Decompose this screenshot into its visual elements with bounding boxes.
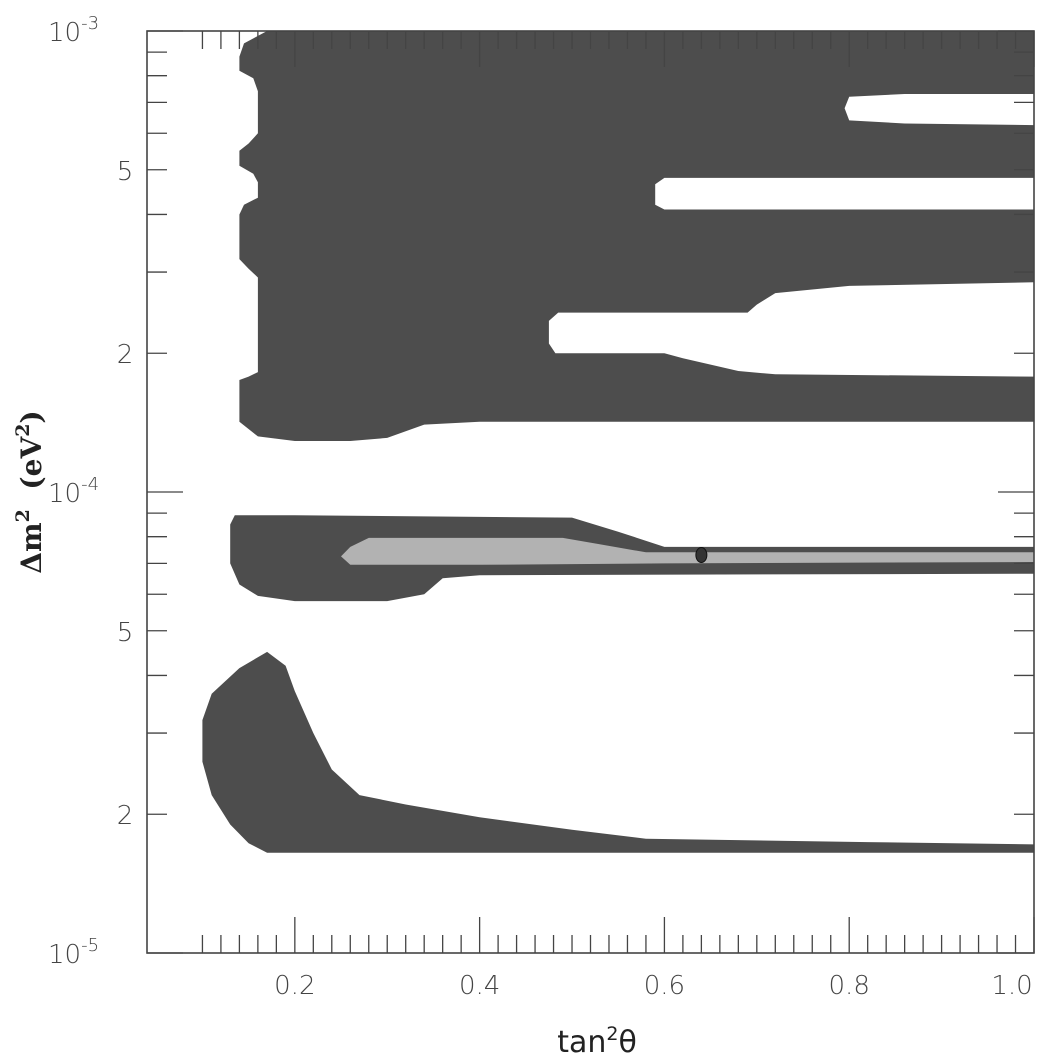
x-tick-label: 0.4: [459, 971, 500, 1001]
x-tick-label: 0.6: [644, 971, 685, 1001]
y-tick-labels: 10-3 5 2 10-4 5 2 10-5: [48, 13, 133, 970]
ticks-layer: [147, 30, 1035, 954]
outer-region-0: [239, 31, 1034, 441]
x-axis-title: tan2θ: [557, 1023, 637, 1060]
inner-region-3: [341, 537, 1034, 565]
y-tick-label: 5: [117, 618, 134, 648]
best-fit-point: [695, 547, 708, 564]
y-tick-label: 5: [117, 157, 134, 187]
y-tick-label: 2: [117, 801, 134, 831]
outer-region-2: [202, 651, 1034, 853]
y-axis-title: Δm2 (eV2): [12, 410, 48, 573]
x-tick-labels: 0.2 0.4 0.6 0.8 1.0: [274, 971, 1033, 1001]
y-tick-label: 10-5: [48, 935, 99, 970]
y-tick-label: 10-4: [48, 474, 99, 509]
regions-layer: [202, 31, 1034, 853]
y-tick-label: 2: [117, 340, 134, 370]
best-fit-layer: [695, 547, 708, 564]
x-tick-label: 1.0: [991, 971, 1032, 1001]
x-tick-label: 0.2: [274, 971, 315, 1001]
y-tick-label: 10-3: [48, 13, 99, 48]
x-tick-label: 0.8: [829, 971, 870, 1001]
